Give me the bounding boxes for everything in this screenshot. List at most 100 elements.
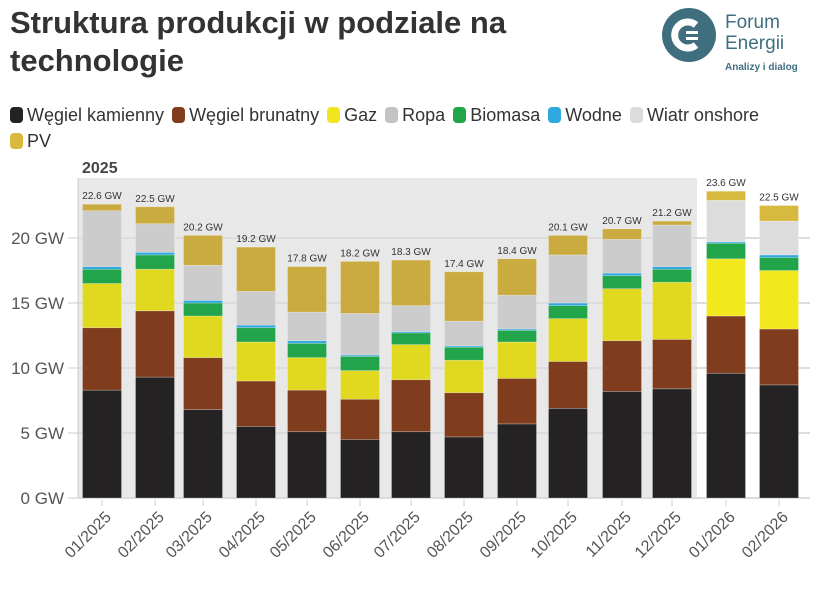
- legend-item[interactable]: Wodne: [548, 103, 622, 127]
- bar-segment: [706, 315, 746, 374]
- bar-segment: [135, 268, 175, 312]
- bar-segment: [391, 259, 431, 306]
- bar-segment: [340, 370, 380, 400]
- legend-label: Węgiel brunatny: [189, 105, 320, 125]
- total-label: 20.7 GW: [602, 216, 642, 227]
- bar-segment: [548, 305, 588, 319]
- total-label: 21.2 GW: [652, 208, 692, 219]
- bar-segment: [759, 220, 799, 256]
- bar-segment: [135, 223, 175, 253]
- bar-segment: [287, 342, 327, 358]
- bar-segment: [497, 341, 537, 379]
- bar-segment: [602, 272, 642, 277]
- bar-segment: [602, 275, 642, 290]
- bar-segment: [391, 431, 431, 499]
- bar-segment: [183, 235, 223, 266]
- bar-segment: [135, 206, 175, 225]
- bar-segment: [602, 228, 642, 240]
- legend-swatch: [548, 107, 562, 123]
- bar-segment: [135, 251, 175, 256]
- bar-segment: [652, 224, 692, 267]
- bar-segment: [706, 199, 746, 243]
- bar-segment: [706, 242, 746, 260]
- bar-segment: [391, 332, 431, 345]
- bar-segment: [444, 392, 484, 438]
- legend-item[interactable]: Gaz: [327, 103, 377, 127]
- legend-label: Węgiel kamienny: [27, 105, 165, 125]
- legend-item[interactable]: PV: [10, 129, 51, 153]
- legend-item[interactable]: Ropa: [385, 103, 445, 127]
- legend-label: Ropa: [402, 105, 446, 125]
- bar-segment: [287, 431, 327, 499]
- bar-segment: [759, 270, 799, 330]
- bar-segment: [82, 389, 122, 499]
- bar-segment: [759, 205, 799, 222]
- bar-segment: [652, 266, 692, 270]
- legend-item[interactable]: Wiatr onshore: [629, 103, 759, 127]
- bar-segment: [548, 254, 588, 304]
- legend-label: Biomasa: [470, 105, 541, 125]
- bar-segment: [444, 320, 484, 347]
- total-label: 23.6 GW: [706, 178, 746, 189]
- period-2025-background: [78, 178, 697, 498]
- bar-segment: [602, 340, 642, 392]
- y-tick-label: 5 GW: [21, 424, 64, 443]
- bar-segment: [183, 357, 223, 410]
- bar-segment: [602, 288, 642, 342]
- bar-segment: [287, 357, 327, 391]
- bar-segment: [444, 346, 484, 361]
- bar-segment: [652, 268, 692, 283]
- legend: Węgiel kamienny Węgiel brunatny Gaz Ropa Bio…: [10, 103, 810, 155]
- bar-segment: [391, 344, 431, 381]
- total-label: 19.2 GW: [236, 234, 276, 245]
- legend-item[interactable]: Biomasa: [453, 103, 540, 127]
- bar-segment: [183, 300, 223, 304]
- logo-tagline: Analizy i dialog: [725, 62, 798, 73]
- bar-segment: [652, 281, 692, 340]
- logo-line2: Energii: [725, 33, 785, 54]
- bar-segment: [287, 340, 327, 344]
- total-label: 20.2 GW: [183, 222, 223, 233]
- bar-segment: [287, 311, 327, 342]
- total-label: 22.5 GW: [135, 194, 175, 205]
- total-label: 22.6 GW: [82, 191, 122, 202]
- bar-segment: [340, 355, 380, 371]
- legend-swatch: [453, 107, 467, 123]
- bar-segment: [602, 238, 642, 274]
- bar-segment: [287, 266, 327, 313]
- bar-segment: [706, 258, 746, 317]
- total-label: 18.4 GW: [497, 246, 537, 257]
- x-tick-label: 02/2026: [739, 509, 792, 562]
- bar-segment: [652, 388, 692, 499]
- bar-segment: [82, 283, 122, 329]
- bar-segment: [135, 376, 175, 499]
- x-tick-label: 05/2025: [267, 509, 320, 562]
- x-tick-label: 03/2025: [163, 509, 216, 562]
- bar-segment: [287, 389, 327, 433]
- bar-segment: [340, 261, 380, 314]
- bar-segment: [548, 407, 588, 499]
- legend-label: PV: [27, 131, 52, 151]
- bar-segment: [548, 318, 588, 362]
- bar-segment: [391, 305, 431, 332]
- x-tick-label: 04/2025: [216, 509, 269, 562]
- legend-item[interactable]: Węgiel brunatny: [172, 103, 319, 127]
- bar-segment: [82, 266, 122, 270]
- x-tick-label: 01/2026: [686, 509, 739, 562]
- x-tick-label: 09/2025: [477, 509, 530, 562]
- bar-segment: [759, 257, 799, 271]
- legend-item[interactable]: Węgiel kamienny: [10, 103, 164, 127]
- bar-segment: [759, 254, 799, 258]
- legend-swatch: [629, 107, 643, 123]
- x-tick-label: 06/2025: [320, 509, 373, 562]
- bar-segment: [82, 268, 122, 284]
- bar-segment: [444, 359, 484, 394]
- period-label: 2025: [82, 160, 118, 177]
- bar-segment: [706, 372, 746, 499]
- bar-segment: [135, 254, 175, 270]
- legend-swatch: [385, 107, 399, 123]
- legend-label: Wodne: [565, 105, 622, 125]
- legend-swatch: [10, 133, 23, 149]
- bar-segment: [340, 313, 380, 356]
- bar-segment: [602, 391, 642, 499]
